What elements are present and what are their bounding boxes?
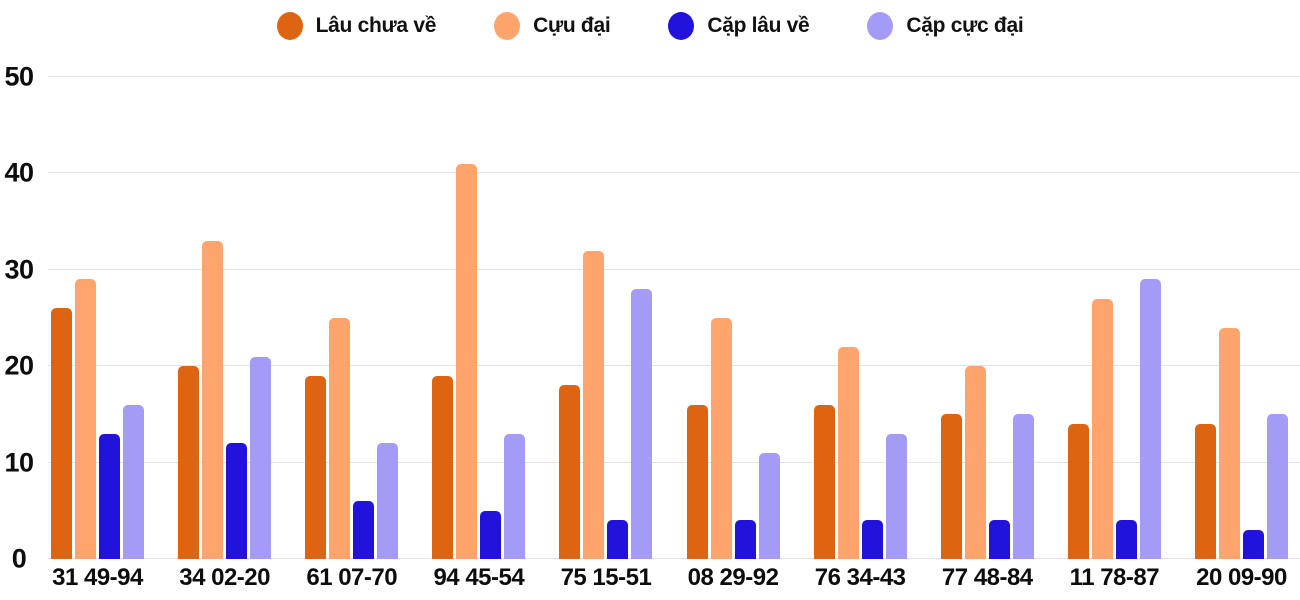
x-axis-category-label: 08 29-92 [687,564,779,591]
bar-group: 61 07-70 [305,77,399,591]
bar-group: 11 78-87 [1067,77,1161,591]
bar [480,510,502,559]
bar-group: 31 49-94 [51,77,144,591]
bar [504,433,526,559]
legend-marker-icon [494,12,521,40]
gridline [48,461,1300,463]
bar [377,443,399,559]
y-axis-tick-label: 10 [4,447,34,478]
y-axis-tick-label: 30 [4,254,34,285]
legend-item: Cặp lâu về [668,12,810,40]
bar [99,433,120,559]
x-axis-category-label: 77 48-84 [941,564,1033,591]
y-axis-tick-label: 50 [4,61,34,92]
x-axis-category-label: 76 34-43 [814,564,906,591]
bar [1266,414,1288,559]
bar [1139,279,1161,559]
legend-item: Cặp cực đại [867,12,1024,40]
x-axis-category-label: 20 09-90 [1196,564,1287,591]
bar-group: 77 48-84 [940,77,1034,591]
bar [861,520,883,559]
legend-label: Cựu đại [533,14,611,37]
legend-item: Cựu đại [494,12,611,40]
chart-legend: Lâu chưa về Cựu đại Cặp lâu về Cặp cực đại [0,8,1300,44]
bar [226,443,248,559]
bar-group: 94 45-54 [432,77,526,591]
bar [631,289,653,559]
x-axis-category-label: 94 45-54 [433,564,525,591]
bar [75,279,96,559]
bar [559,385,581,559]
bar [353,501,375,559]
bar [607,520,629,559]
bar [988,520,1010,559]
bar-group: 08 29-92 [686,77,780,591]
bar [964,366,986,559]
bar [123,404,144,559]
plot-area: 31 49-94 34 02-20 61 07-70 94 45-54 75 15-51… [48,76,1300,591]
legend-label: Cặp lâu về [707,14,810,37]
x-axis-category-label: 75 15-51 [560,564,652,591]
bar [1194,424,1216,559]
bar [305,375,327,559]
bar [1218,327,1240,559]
gridline [48,268,1300,270]
gridline [48,172,1300,174]
bar [1115,520,1137,559]
legend-marker-icon [867,12,894,40]
bar [178,366,200,559]
bar [1242,530,1264,559]
y-axis-tick-label: 20 [4,350,34,381]
bar [329,318,351,559]
bar [813,404,835,559]
bar-group: 20 09-90 [1194,77,1288,591]
bar [686,404,708,559]
legend-marker-icon [276,12,303,40]
bar [710,318,732,559]
bar [940,414,962,559]
bar [837,346,859,559]
gridline [48,558,1300,559]
bar [456,163,478,559]
bar [202,240,224,559]
bar-groups: 31 49-94 34 02-20 61 07-70 94 45-54 75 15-51… [48,77,1300,591]
x-axis-category-label: 11 78-87 [1069,564,1160,591]
x-axis-category-label: 61 07-70 [306,564,398,591]
bar [1012,414,1034,559]
bar [734,520,756,559]
bar [758,452,780,559]
bar-group: 34 02-20 [178,77,272,591]
legend-marker-icon [668,12,695,40]
x-axis-category-label: 31 49-94 [52,564,143,591]
gridline [48,365,1300,367]
x-axis-category-label: 34 02-20 [179,564,270,591]
legend-label: Lâu chưa về [315,14,437,37]
bar [583,250,605,559]
bar [1091,298,1113,559]
y-axis-tick-label: 0 [11,543,27,574]
bar-group: 76 34-43 [813,77,907,591]
bar [1067,424,1089,559]
bar [885,433,907,559]
bar-group: 75 15-51 [559,77,653,591]
y-axis-tick-label: 40 [4,157,34,188]
legend-label: Cặp cực đại [906,14,1024,37]
bar [51,308,72,559]
legend-item: Lâu chưa về [276,12,437,40]
bar [250,356,272,559]
bar [432,375,454,559]
gridline [48,76,1300,77]
